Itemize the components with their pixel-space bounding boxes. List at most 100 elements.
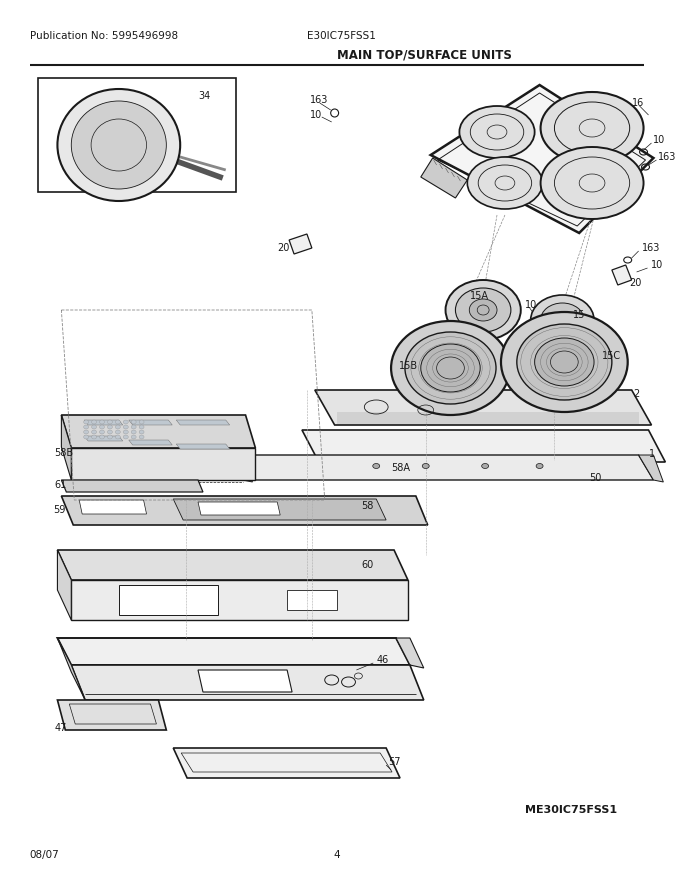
Polygon shape — [61, 496, 428, 525]
Text: 163: 163 — [310, 95, 328, 105]
Polygon shape — [71, 665, 424, 700]
Polygon shape — [176, 420, 230, 425]
Polygon shape — [228, 455, 653, 480]
Ellipse shape — [131, 430, 136, 434]
Polygon shape — [129, 440, 172, 445]
Ellipse shape — [107, 435, 112, 439]
Polygon shape — [287, 590, 337, 610]
Polygon shape — [173, 748, 400, 778]
Ellipse shape — [92, 425, 97, 429]
Polygon shape — [315, 390, 651, 425]
Text: 57: 57 — [388, 757, 401, 767]
Ellipse shape — [501, 312, 628, 412]
Ellipse shape — [107, 420, 112, 424]
Polygon shape — [176, 444, 230, 449]
Text: 58B: 58B — [54, 448, 73, 458]
Ellipse shape — [445, 280, 521, 340]
Ellipse shape — [107, 430, 112, 434]
Ellipse shape — [456, 288, 511, 332]
Ellipse shape — [541, 303, 584, 337]
Ellipse shape — [541, 92, 643, 164]
Text: 08/07: 08/07 — [30, 850, 59, 860]
Polygon shape — [129, 420, 172, 425]
Ellipse shape — [99, 435, 105, 439]
Text: 47: 47 — [54, 723, 67, 733]
Text: 10: 10 — [525, 300, 537, 310]
Text: 163: 163 — [658, 152, 677, 162]
Ellipse shape — [139, 430, 144, 434]
Ellipse shape — [131, 420, 136, 424]
Ellipse shape — [405, 332, 496, 404]
Ellipse shape — [116, 425, 120, 429]
Ellipse shape — [123, 420, 129, 424]
Ellipse shape — [139, 435, 144, 439]
Ellipse shape — [534, 338, 594, 386]
Text: 15C: 15C — [602, 351, 621, 361]
Ellipse shape — [536, 464, 543, 468]
Polygon shape — [198, 502, 280, 515]
Polygon shape — [57, 550, 408, 580]
Ellipse shape — [467, 157, 543, 209]
Ellipse shape — [123, 435, 129, 439]
Polygon shape — [639, 455, 664, 482]
Ellipse shape — [92, 430, 97, 434]
Ellipse shape — [92, 420, 97, 424]
Text: 59: 59 — [54, 505, 66, 515]
Ellipse shape — [481, 464, 489, 468]
Polygon shape — [228, 455, 252, 482]
Ellipse shape — [422, 464, 429, 468]
Text: 15A: 15A — [471, 291, 490, 301]
Ellipse shape — [116, 435, 120, 439]
Ellipse shape — [123, 425, 129, 429]
Polygon shape — [57, 700, 167, 730]
Text: Publication No: 5995496998: Publication No: 5995496998 — [30, 31, 178, 41]
Ellipse shape — [92, 435, 97, 439]
Ellipse shape — [57, 89, 180, 201]
Text: 10: 10 — [651, 260, 663, 270]
Polygon shape — [84, 436, 123, 441]
Text: 60: 60 — [361, 560, 373, 570]
Ellipse shape — [84, 430, 88, 434]
Polygon shape — [61, 480, 203, 492]
Ellipse shape — [84, 420, 88, 424]
Text: MAIN TOP/SURFACE UNITS: MAIN TOP/SURFACE UNITS — [337, 48, 511, 62]
Ellipse shape — [116, 430, 120, 434]
Ellipse shape — [139, 420, 144, 424]
Polygon shape — [302, 430, 665, 462]
Polygon shape — [57, 638, 410, 665]
Ellipse shape — [84, 425, 88, 429]
Ellipse shape — [139, 425, 144, 429]
Ellipse shape — [107, 425, 112, 429]
Text: 58: 58 — [361, 501, 374, 511]
Ellipse shape — [99, 425, 105, 429]
Text: 34: 34 — [198, 91, 210, 101]
Text: ME30IC75FSS1: ME30IC75FSS1 — [525, 805, 617, 815]
Ellipse shape — [116, 420, 120, 424]
Ellipse shape — [530, 295, 594, 345]
Text: 15: 15 — [573, 310, 585, 320]
Text: 50: 50 — [589, 473, 602, 483]
Polygon shape — [84, 420, 123, 425]
Polygon shape — [421, 158, 467, 198]
Text: 4: 4 — [333, 850, 340, 860]
Polygon shape — [57, 638, 85, 700]
Polygon shape — [430, 85, 653, 233]
Polygon shape — [71, 580, 408, 620]
Ellipse shape — [71, 101, 167, 189]
Text: E30IC75FSS1: E30IC75FSS1 — [307, 31, 376, 41]
Text: 10: 10 — [653, 135, 666, 145]
Text: 20: 20 — [277, 243, 290, 253]
Text: 58A: 58A — [391, 463, 410, 473]
Polygon shape — [289, 234, 312, 254]
Polygon shape — [61, 415, 71, 480]
Polygon shape — [173, 499, 386, 520]
Ellipse shape — [123, 430, 129, 434]
Polygon shape — [71, 448, 256, 480]
Ellipse shape — [460, 106, 534, 158]
Ellipse shape — [373, 464, 379, 468]
Polygon shape — [612, 265, 632, 285]
Ellipse shape — [517, 324, 612, 400]
Polygon shape — [119, 585, 218, 615]
Ellipse shape — [99, 430, 105, 434]
Ellipse shape — [469, 299, 497, 321]
